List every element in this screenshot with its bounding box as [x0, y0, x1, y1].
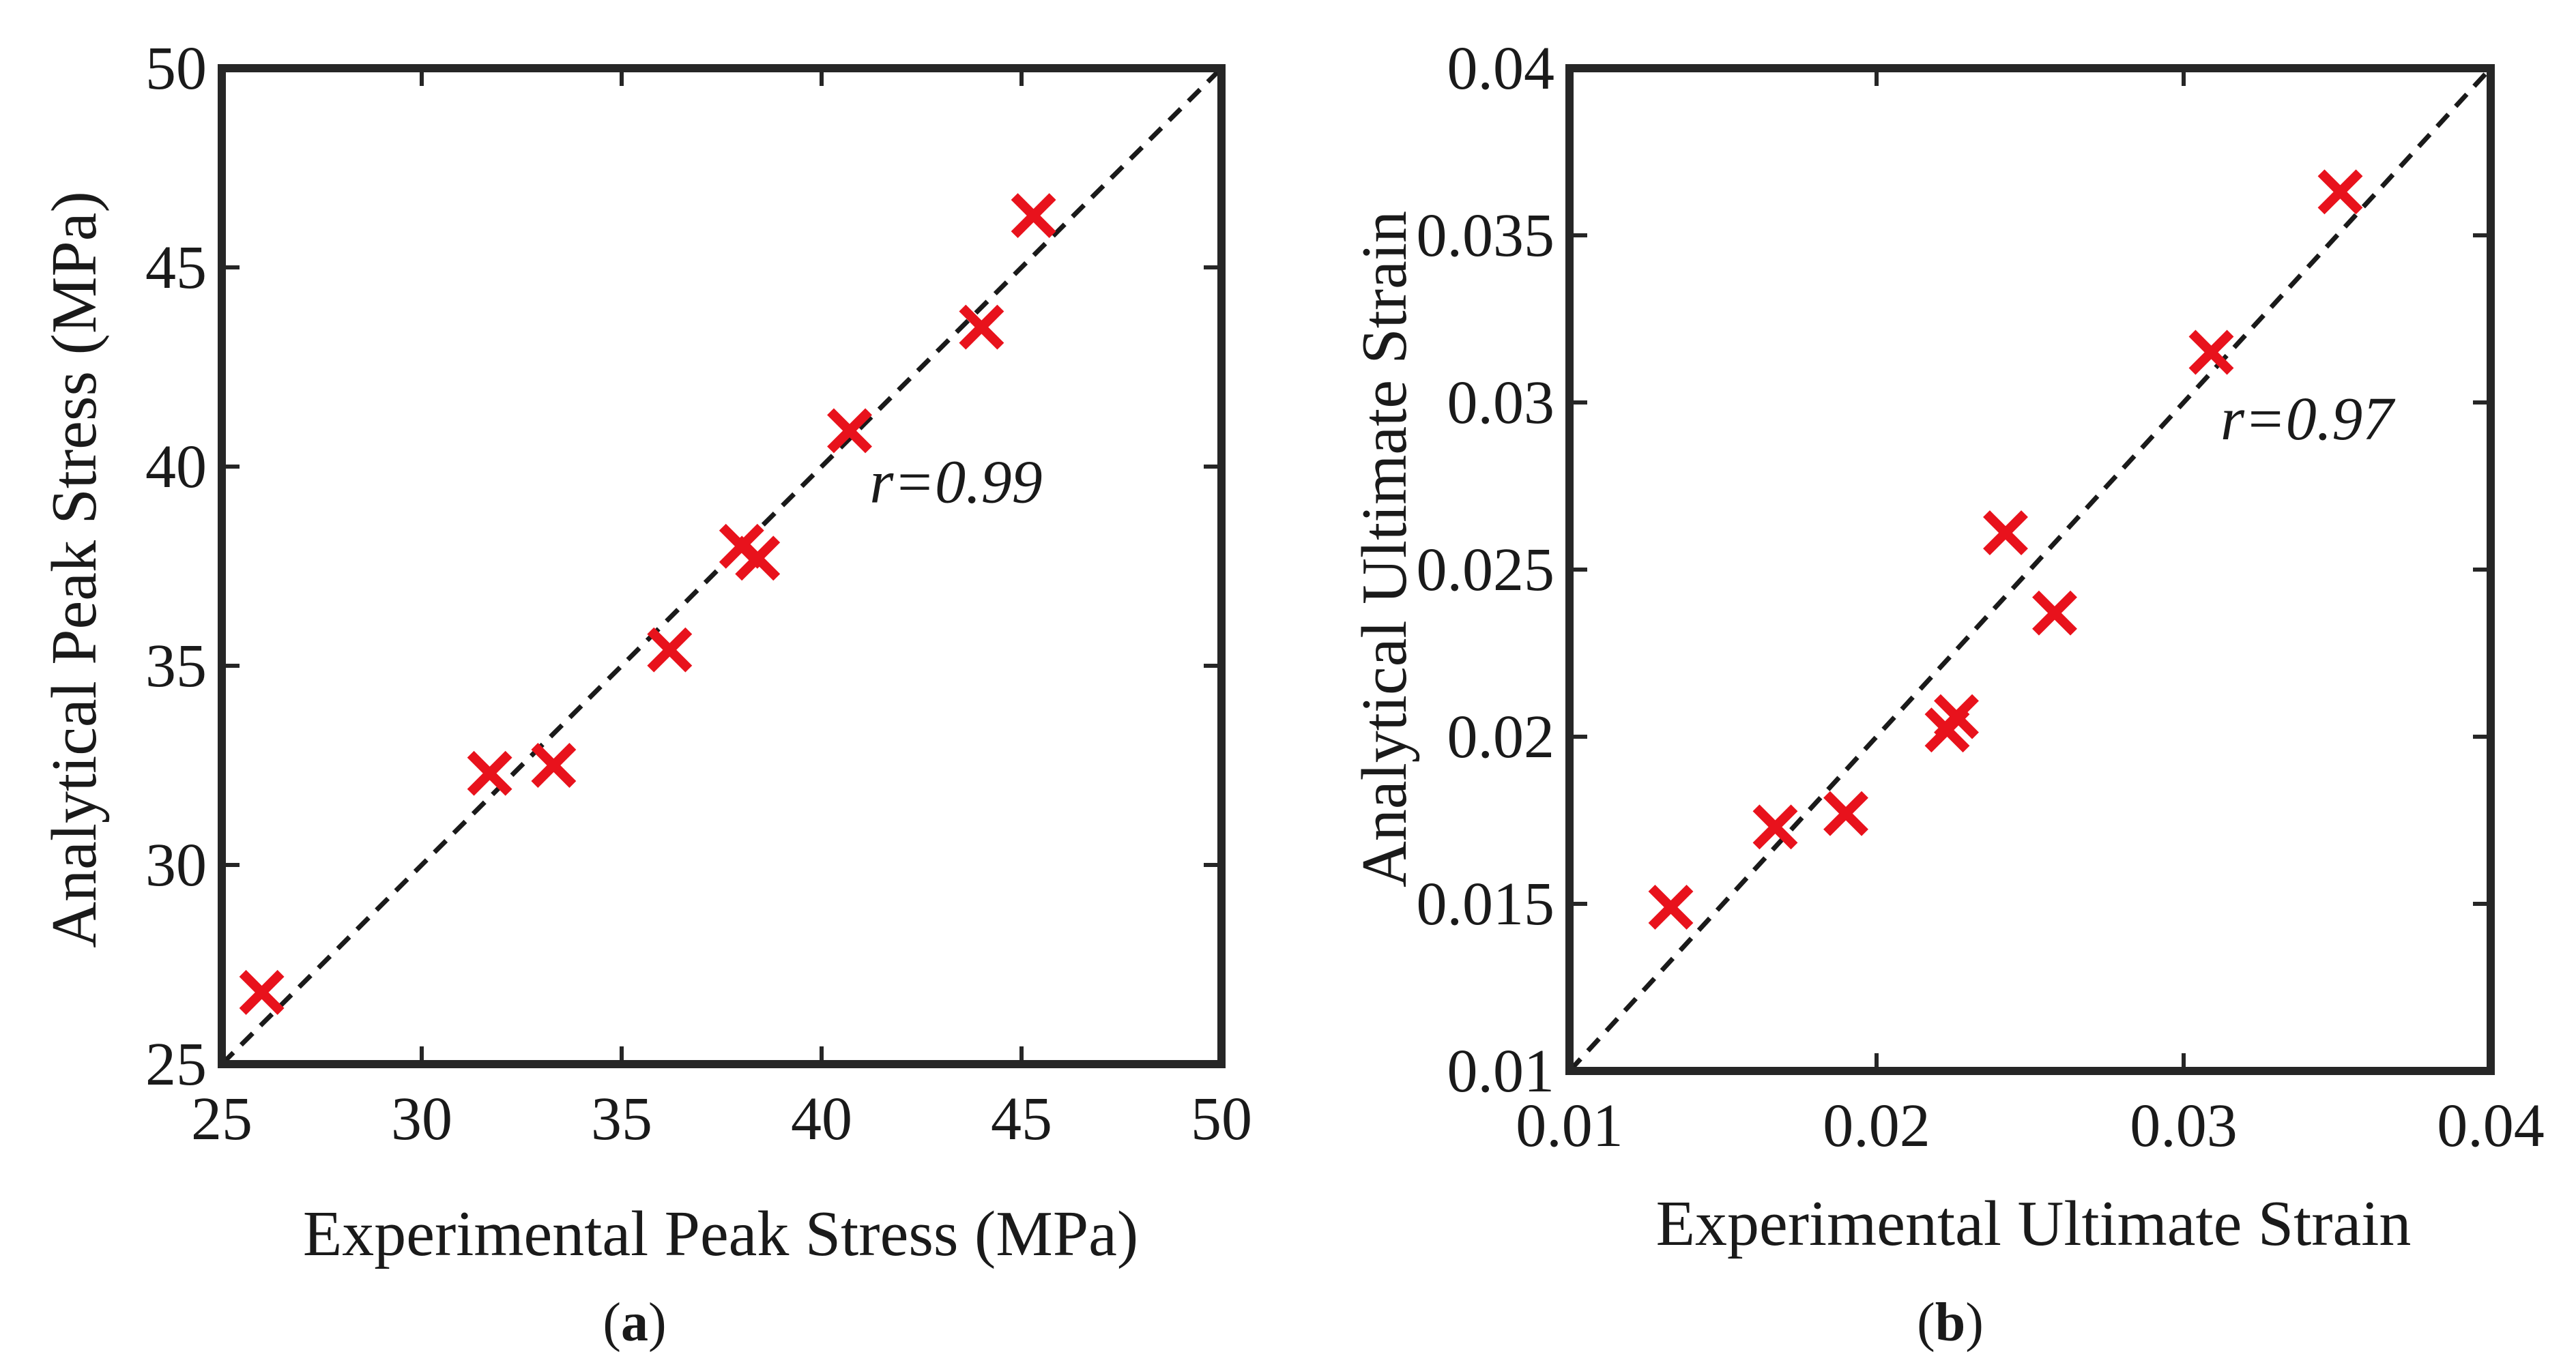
- chart-b-point: [1983, 510, 2028, 556]
- chart-b-xtick-label: 0.04: [2437, 1092, 2545, 1160]
- chart-a-panel-label-close: ): [648, 1293, 667, 1353]
- chart-b-point: [1823, 791, 1868, 836]
- chart-a-panel-label-letter: a: [621, 1293, 648, 1353]
- chart-b-ylabel: Analytical Ultimate Strain: [1349, 211, 1420, 887]
- chart-b-ytick-label: 0.025: [1417, 536, 1555, 604]
- chart-a-point: [531, 743, 577, 788]
- chart-b-point: [1648, 884, 1694, 930]
- chart-a-point: [827, 408, 872, 454]
- chart-b-ytick-label: 0.015: [1417, 870, 1555, 938]
- chart-a-point: [467, 750, 512, 796]
- chart-b-reference-line: [1567, 66, 2493, 1073]
- chart-b-point: [2188, 329, 2234, 375]
- chart-b-annotation: r=0.97: [2220, 385, 2396, 453]
- chart-a-ytick-label: 30: [145, 832, 207, 899]
- chart-a-ylabel: Analytical Peak Stress (MPa): [39, 191, 110, 948]
- chart-a-plot-area: 25 30 35 40 45 50 25 30 35 40 45 50 r=0.99: [145, 35, 1252, 1153]
- chart-a-point: [959, 304, 1004, 350]
- chart-a-point: [735, 535, 781, 581]
- chart-a-point: [647, 627, 693, 673]
- chart-a-xtick-label: 50: [1191, 1085, 1252, 1153]
- chart-a-ytick-label: 35: [145, 632, 207, 700]
- chart-a-panel-label: (a): [603, 1293, 666, 1353]
- chart-a-xtick-label: 30: [391, 1085, 452, 1153]
- chart-a-point: [1011, 193, 1056, 239]
- chart-b-xtick-label: 0.03: [2130, 1092, 2238, 1160]
- chart-b-plot-area: 0.01 0.02 0.03 0.04 0.01 0.015 0.02 0.025 0.03 0.…: [1417, 35, 2545, 1160]
- chart-a-panel-label-open: (: [603, 1293, 621, 1353]
- chart-b-xlabel: Experimental Ultimate Strain: [1656, 1188, 2412, 1259]
- chart-a-ytick-label: 40: [145, 433, 207, 501]
- chart-a-ytick-label: 25: [145, 1031, 207, 1098]
- chart-b-ytick-label: 0.035: [1417, 202, 1555, 269]
- chart-a-point: [239, 969, 285, 1015]
- chart-a-xlabel: Experimental Peak Stress (MPa): [303, 1199, 1138, 1269]
- chart-a-ytick-label: 45: [145, 234, 207, 302]
- chart-b-panel-label-close: ): [1965, 1293, 1984, 1353]
- chart-b-panel-label-letter: b: [1935, 1293, 1966, 1353]
- chart-b-point: [1934, 694, 1979, 739]
- chart-b-point: [2317, 169, 2363, 215]
- chart-b: Analytical Ultimate Strain Experimental …: [1349, 35, 2545, 1353]
- chart-b-ytick-label: 0.03: [1447, 369, 1555, 437]
- chart-a-xtick-label: 40: [791, 1085, 852, 1153]
- chart-a-reference-line: [220, 66, 1224, 1066]
- chart-a-ytick-label: 50: [145, 35, 207, 102]
- chart-b-ytick-label: 0.02: [1447, 703, 1555, 771]
- chart-b-xtick-label: 0.01: [1516, 1092, 1623, 1160]
- chart-a-xtick-label: 45: [991, 1085, 1052, 1153]
- chart-b-panel-label: (b): [1917, 1293, 1984, 1353]
- chart-b-axes-box: [1565, 64, 2495, 1075]
- chart-a-annotation: r=0.99: [869, 449, 1042, 516]
- chart-a-xtick-label: 25: [191, 1085, 252, 1153]
- chart-b-point: [2032, 590, 2077, 636]
- chart-b-ytick-label: 0.04: [1447, 35, 1555, 102]
- chart-b-ytick-label: 0.01: [1447, 1038, 1555, 1105]
- chart-a-xtick-label: 35: [591, 1085, 652, 1153]
- chart-b-panel-label-open: (: [1917, 1293, 1935, 1353]
- chart-b-xtick-label: 0.02: [1823, 1092, 1930, 1160]
- chart-a: Analytical Peak Stress (MPa) Experimenta…: [39, 35, 1252, 1353]
- chart-b-point: [1752, 804, 1798, 850]
- chart-a-axes-box: [218, 64, 1226, 1068]
